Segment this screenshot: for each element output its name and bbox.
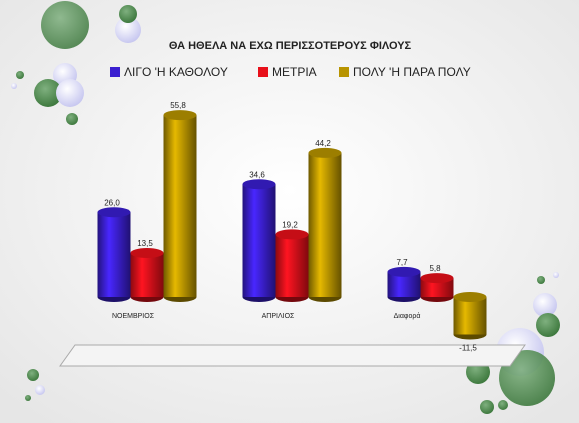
bar-top: [420, 273, 454, 284]
legend-swatch: [258, 67, 268, 77]
legend-swatch: [339, 67, 349, 77]
bar: [163, 110, 197, 302]
bar: [275, 229, 309, 302]
bar-top: [308, 147, 342, 158]
value-label: 13,5: [137, 239, 153, 248]
bar-top: [275, 229, 309, 240]
bar-top: [387, 266, 421, 277]
legend-swatch: [110, 67, 120, 77]
value-label: 55,8: [170, 101, 186, 110]
bar-body: [242, 184, 276, 297]
legend-label: ΜΕΤΡΙΑ: [272, 65, 317, 79]
value-label: 44,2: [315, 139, 331, 148]
bar: [130, 247, 164, 302]
bar: [242, 179, 276, 302]
legend-label: ΠΟΛΥ 'Η ΠΑΡΑ ΠΟΛΥ: [353, 65, 471, 79]
decoration: [11, 1, 560, 414]
bar-top: [163, 110, 197, 121]
bar-body: [163, 115, 197, 297]
value-label: 26,0: [104, 198, 120, 207]
bar-top: [130, 247, 164, 258]
bar-top: [97, 207, 131, 218]
bar: [97, 207, 131, 302]
value-label: 34,6: [249, 170, 265, 179]
bar-body: [130, 252, 164, 297]
bar-body: [97, 212, 131, 297]
x-tick-label: ΑΠΡΙΛΙΟΣ: [262, 313, 295, 320]
value-label: 19,2: [282, 221, 298, 230]
bar: [308, 147, 342, 302]
bar-body: [420, 278, 454, 297]
bar-body: [308, 152, 342, 297]
bar: [387, 266, 421, 302]
bar-top: [453, 292, 487, 302]
x-tick-label: Διαφορά: [394, 312, 421, 320]
bar: [453, 292, 487, 340]
chart-title: ΘΑ ΗΘΕΛΑ ΝΑ ΕΧΩ ΠΕΡΙΣΣΟΤΕΡΟΥΣ ΦΙΛΟΥΣ: [169, 40, 412, 52]
value-label: -11,5: [459, 344, 477, 353]
bar: [420, 273, 454, 302]
value-label: 7,7: [396, 258, 408, 267]
x-tick-label: ΝΟΕΜΒΡΙΟΣ: [112, 313, 155, 320]
floor: [59, 344, 526, 367]
value-label: 5,8: [429, 264, 441, 273]
bar-body: [453, 297, 487, 335]
bar-body: [275, 234, 309, 297]
legend-label: ΛΙΓΟ 'Η ΚΑΘΟΛΟΥ: [124, 65, 228, 79]
bar-top: [242, 179, 276, 190]
